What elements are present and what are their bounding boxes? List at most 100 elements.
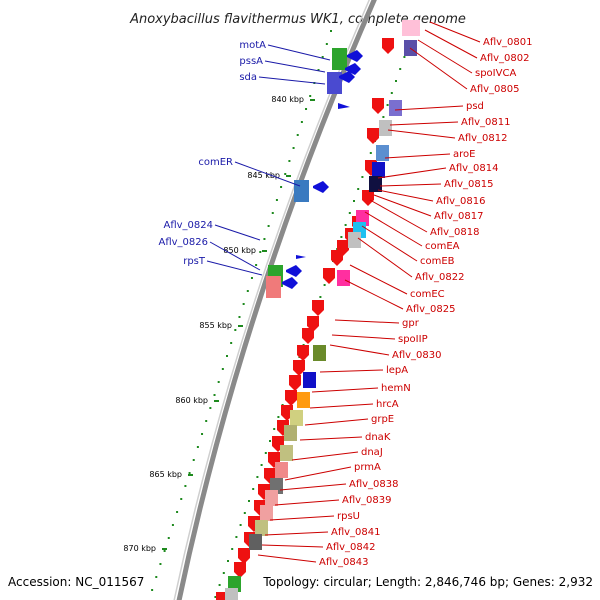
tick-label: 845 kbp	[247, 171, 280, 180]
label-leader-line	[234, 161, 301, 187]
gene-label-right: Aflv_0842	[326, 542, 376, 553]
gene-label-right: comEB	[420, 256, 455, 267]
label-leader-line	[387, 129, 456, 139]
gene-label-right: Aflv_0802	[480, 53, 530, 64]
label-leader-line	[373, 194, 432, 217]
feature-block-left	[332, 48, 347, 70]
label-leader-line	[258, 76, 326, 85]
feature-block	[379, 120, 392, 136]
label-leader-line	[309, 403, 374, 409]
tick-track: 840 kbp 845 kbp 850 kbp 855 kbp 860 kbp 865 k…	[123, 95, 315, 553]
gene-label-right: comEA	[425, 241, 460, 252]
cds-arrow-reverse	[347, 50, 363, 62]
gene-label-right: Aflv_0801	[483, 37, 533, 48]
gc-dot	[221, 368, 224, 370]
label-leader-line	[361, 225, 418, 262]
tick-label: 850 kbp	[223, 246, 256, 255]
gc-dot	[188, 472, 191, 474]
feature-block	[275, 462, 288, 478]
gene-label-right: Aflv_0811	[461, 117, 511, 128]
gc-dot	[292, 147, 295, 149]
tick-label: 855 kbp	[199, 321, 232, 330]
feature-block-left	[294, 180, 309, 202]
gc-dot	[171, 524, 174, 526]
gc-dot-inner	[214, 596, 217, 598]
tick-mark	[310, 99, 315, 101]
label-leader-line	[261, 544, 324, 548]
gc-dot-inner	[399, 68, 402, 70]
gene-label-right: Aflv_0818	[430, 227, 480, 238]
feature-block	[260, 505, 273, 521]
gc-dot	[180, 498, 183, 500]
gc-dot-inner	[260, 464, 263, 466]
label-leader-line	[344, 279, 404, 310]
label-leader-line	[299, 436, 363, 441]
gc-dot	[296, 134, 299, 136]
tick-label: 840 kbp	[271, 95, 304, 104]
gc-dot-inner	[323, 284, 326, 286]
feature-block	[402, 20, 420, 36]
label-leader-line	[357, 237, 413, 278]
gc-dot-inner	[382, 116, 385, 118]
gc-dot-inner	[340, 236, 343, 238]
label-leader-line	[377, 189, 434, 202]
label-leader-line	[349, 264, 408, 295]
gene-label-left: pssA	[239, 56, 263, 67]
feature-block	[290, 410, 303, 426]
gc-dot-inner	[243, 512, 246, 514]
feature-block	[255, 520, 268, 536]
gene-label-right: Aflv_0814	[449, 163, 499, 174]
feature-block	[249, 534, 262, 550]
gc-dot-inner	[235, 536, 238, 538]
label-leader-line	[409, 47, 468, 90]
gc-dot	[309, 95, 312, 97]
map-title: Anoxybacillus flavithermus WK1, complete…	[129, 12, 466, 27]
cds-arrow	[238, 548, 250, 564]
gene-label-left: rpsT	[183, 256, 206, 267]
tick-mark	[286, 175, 291, 177]
gene-label-right: Aflv_0822	[415, 272, 465, 283]
gc-dot	[163, 550, 166, 552]
gene-label-right: Aflv_0812	[458, 133, 508, 144]
gc-dot-inner	[386, 104, 389, 106]
feature-block	[297, 392, 310, 408]
label-leader-line	[311, 387, 379, 393]
gc-dot-inner	[248, 500, 250, 502]
feature-block	[372, 162, 385, 178]
topology-text: Topology: circular; Length: 2,846,746 bp…	[262, 575, 593, 589]
label-leader-line	[304, 418, 369, 426]
gene-label-right: Aflv_0805	[470, 84, 520, 95]
cds-arrow	[362, 190, 374, 206]
label-leader-line	[269, 515, 335, 521]
feature-block	[313, 345, 326, 361]
label-leader-line	[331, 334, 396, 340]
label-leader-line	[369, 199, 428, 233]
gene-label-left: sda	[239, 72, 257, 83]
gc-dot	[267, 225, 270, 227]
gene-label-right: Aflv_0816	[436, 196, 486, 207]
gc-dot-inner	[348, 212, 351, 214]
gc-dot	[242, 303, 245, 305]
label-leader-line	[389, 121, 459, 126]
label-leader-line	[429, 21, 481, 43]
gc-dot	[205, 420, 208, 422]
feature-block	[225, 588, 238, 600]
label-leader-line	[267, 44, 331, 61]
backbone-inner-line	[173, 0, 371, 600]
gene-label-right: Aflv_0830	[392, 350, 442, 361]
feature-block-left	[266, 276, 281, 298]
gc-dot	[213, 394, 216, 396]
cds-arrow	[323, 268, 335, 284]
label-leader-line	[257, 554, 317, 563]
feature-block	[348, 232, 361, 248]
gc-dot	[155, 576, 158, 578]
gc-dot	[288, 160, 291, 162]
gene-label-right: aroE	[453, 149, 475, 160]
label-leader-line	[214, 224, 261, 241]
gc-dot	[201, 433, 204, 435]
gene-label-right: dnaJ	[361, 447, 383, 458]
gene-label-right: spoIIP	[398, 334, 428, 345]
gene-label-right: psd	[466, 101, 484, 112]
